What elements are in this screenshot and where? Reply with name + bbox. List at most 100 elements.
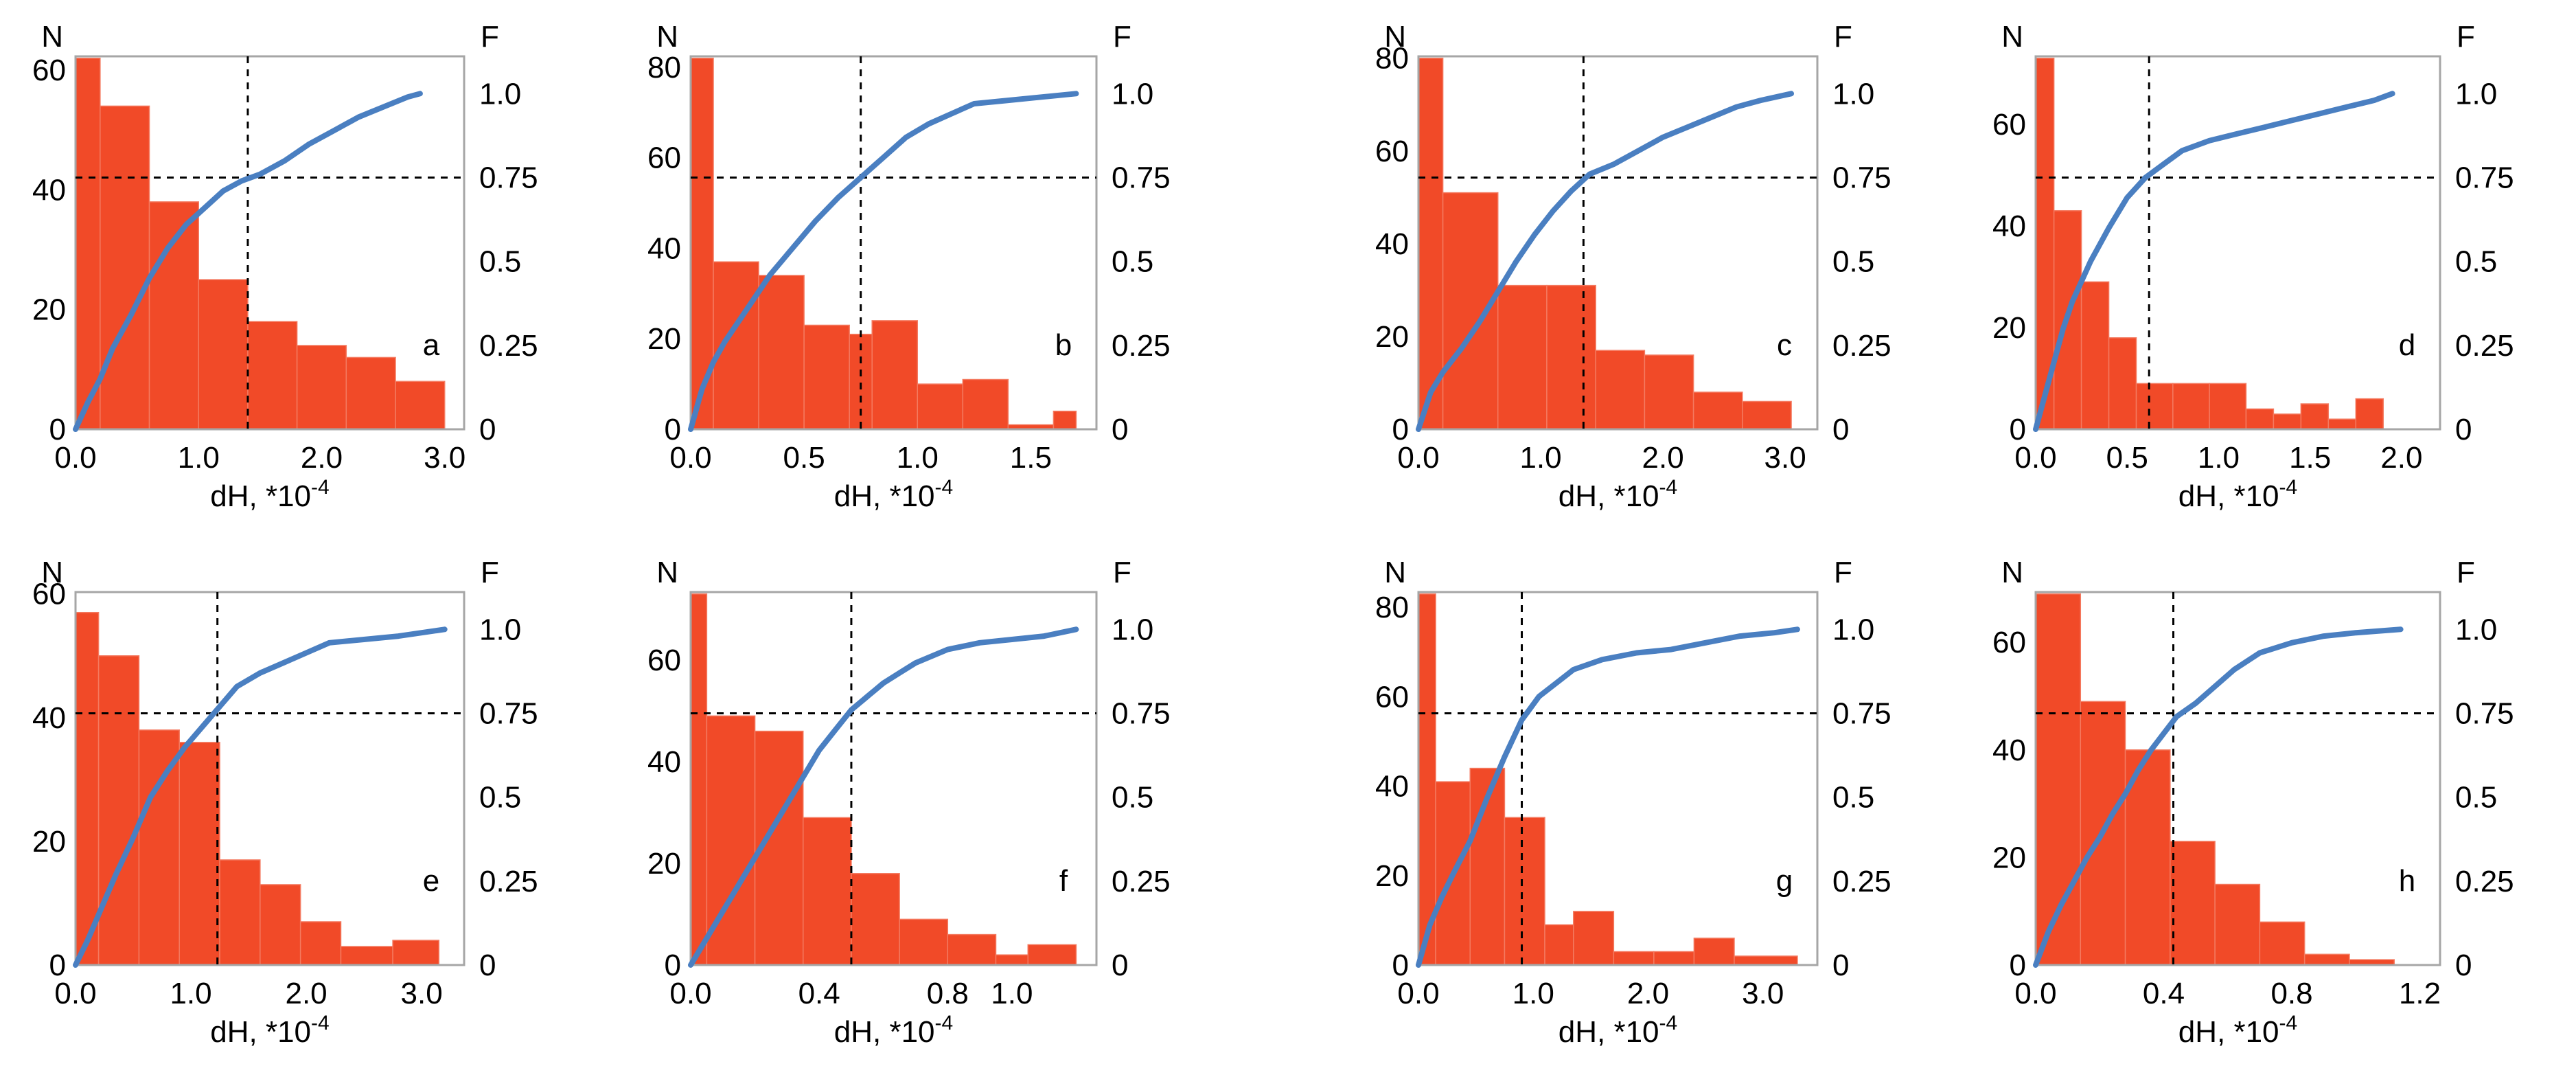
histogram-bar (138, 729, 180, 966)
chart-panel-g: 0 20 40 60 80 0 0.25 0.5 0.75 1.0 0.0 1.0 2.0 3.0 N FdH… (1375, 556, 1891, 1049)
cdf-line (1416, 626, 1800, 968)
x-tick-label: 0.4 (2143, 977, 2185, 1010)
histogram-bar (1418, 57, 1444, 430)
histogram-bar (198, 279, 249, 430)
x-axis-label-exponent: -4 (2279, 1012, 2298, 1034)
y2-tick-label: 0.25 (479, 865, 538, 898)
x-tick-label: 2.0 (2380, 441, 2422, 475)
y-tick-label: 40 (1375, 227, 1409, 261)
histogram-bar (1613, 951, 1655, 966)
cdf-line (1416, 91, 1794, 432)
histogram-bar (947, 933, 997, 966)
histogram-bar (1544, 924, 1574, 966)
x-axis-label-exponent: -4 (935, 476, 954, 499)
y2-tick-label: 0 (1112, 413, 1128, 446)
x-tick-label: 1.0 (897, 441, 939, 475)
histogram-bar (1053, 410, 1077, 430)
chart-panel-a: 0 20 40 60 0 0.25 0.5 0.75 1.0 0.0 1.0 2.0 3.0 N FdH, … (32, 20, 538, 513)
y2-axis-title: F (481, 556, 499, 589)
y2-tick-label: 0.5 (1832, 245, 1874, 279)
y2-tick-label: 0.5 (1832, 781, 1874, 815)
x-tick-label: 1.0 (1513, 977, 1554, 1010)
y2-tick-label: 1.0 (1832, 77, 1874, 111)
chart-panel-e: 0 20 40 60 0 0.25 0.5 0.75 1.0 0.0 1.0 2.0 3.0 N FdH, … (32, 556, 538, 1049)
histogram-bar (100, 105, 150, 430)
plot-frame (2034, 55, 2441, 431)
y-axis-title: N (2001, 556, 2023, 589)
y-tick-label: 20 (1992, 841, 2026, 874)
histogram-bar (803, 324, 850, 430)
histogram-bar (219, 859, 261, 966)
histogram-bar (2035, 593, 2082, 966)
x-tick-label: 0.0 (669, 977, 711, 1010)
x-axis-label-exponent: -4 (311, 1012, 330, 1034)
x-tick-label: 1.5 (1010, 441, 1052, 475)
x-tick-label: 1.2 (2399, 977, 2441, 1010)
histogram-bar (803, 817, 852, 966)
x-axis-label-exponent: -4 (1659, 476, 1678, 499)
y-axis-title: N (1384, 556, 1406, 589)
y-tick-label: 40 (1992, 734, 2026, 767)
y2-tick-label: 1.0 (2455, 613, 2497, 646)
y2-tick-label: 0.75 (1112, 161, 1171, 194)
y2-tick-label: 0.5 (479, 245, 521, 279)
panel-label: d (2399, 328, 2415, 362)
x-axis-label: dH, *10-4 (834, 1012, 953, 1049)
x-tick-label: 0.0 (1397, 977, 1439, 1010)
y2-tick-label: 0.75 (1832, 161, 1891, 194)
histogram-bar (995, 954, 1029, 966)
x-tick-label: 0.5 (2106, 441, 2148, 475)
y2-tick-label: 0.75 (2455, 696, 2514, 730)
y2-tick-label: 0.25 (1832, 329, 1891, 363)
cdf-line (73, 626, 448, 968)
y-tick-label: 20 (32, 825, 66, 859)
histogram-bar (340, 946, 393, 966)
chart-panel-f: 0 20 40 60 0 0.25 0.5 0.75 1.0 0.0 0.4 0.8 1.0 N FdH, … (647, 556, 1171, 1049)
y-tick-label: 60 (32, 54, 66, 87)
y2-axis-title: F (481, 20, 499, 54)
x-tick-label: 2.0 (285, 977, 327, 1010)
histogram-bar (2273, 413, 2302, 430)
histogram-bar (97, 655, 140, 966)
panel-label: f (1059, 864, 1068, 898)
chart-panel-b: 0 20 40 60 80 0 0.25 0.5 0.75 1.0 0.0 0.5 1.0 1.5 N FdH… (647, 20, 1171, 513)
y-tick-label: 60 (1992, 108, 2026, 141)
y2-tick-label: 0 (1112, 949, 1128, 982)
y2-tick-label: 0.5 (1112, 245, 1153, 279)
x-tick-label: 0.8 (927, 977, 969, 1010)
y-tick-label: 80 (1375, 42, 1409, 76)
y2-tick-label: 0.25 (479, 329, 538, 363)
histogram-bar (392, 940, 440, 966)
panel-label: b (1055, 328, 1072, 362)
histogram-bar (917, 383, 964, 430)
histogram-bar (2327, 418, 2357, 430)
y2-tick-label: 0.5 (2455, 245, 2497, 279)
histogram-bar (1497, 284, 1548, 430)
x-axis-label-base: dH, *10 (1559, 479, 1659, 513)
panel-label: e (423, 864, 439, 898)
y2-tick-label: 0.75 (479, 161, 538, 194)
y-tick-label: 60 (647, 141, 681, 175)
histogram-bar (2209, 383, 2247, 430)
x-tick-label: 0.5 (783, 441, 825, 475)
y-tick-label: 80 (1375, 591, 1409, 624)
y2-tick-label: 0.5 (1112, 781, 1153, 815)
y2-tick-label: 0.75 (2455, 161, 2514, 194)
y2-tick-label: 0.25 (1112, 329, 1171, 363)
histogram-bar (871, 320, 919, 430)
y2-axis-title: F (1834, 556, 1852, 589)
y2-tick-label: 0.25 (2455, 865, 2514, 898)
histogram-bar (75, 57, 101, 430)
histogram-bar (1692, 392, 1743, 430)
chart-panel-h: 0 20 40 60 0 0.25 0.5 0.75 1.0 0.0 0.4 0.8 1.2 N FdH, … (1992, 556, 2514, 1049)
histogram-bar (2135, 383, 2174, 430)
x-tick-label: 1.0 (178, 441, 220, 475)
y2-tick-label: 1.0 (479, 613, 521, 646)
x-axis-label-exponent: -4 (1659, 1012, 1678, 1034)
x-axis-label: dH, *10-4 (834, 476, 953, 513)
histogram-bar (1595, 350, 1646, 430)
x-axis-label: dH, *10-4 (1559, 1012, 1677, 1049)
x-tick-label: 0.0 (2014, 977, 2056, 1010)
histogram-bar (1442, 192, 1499, 430)
y2-tick-label: 0 (1832, 413, 1849, 446)
